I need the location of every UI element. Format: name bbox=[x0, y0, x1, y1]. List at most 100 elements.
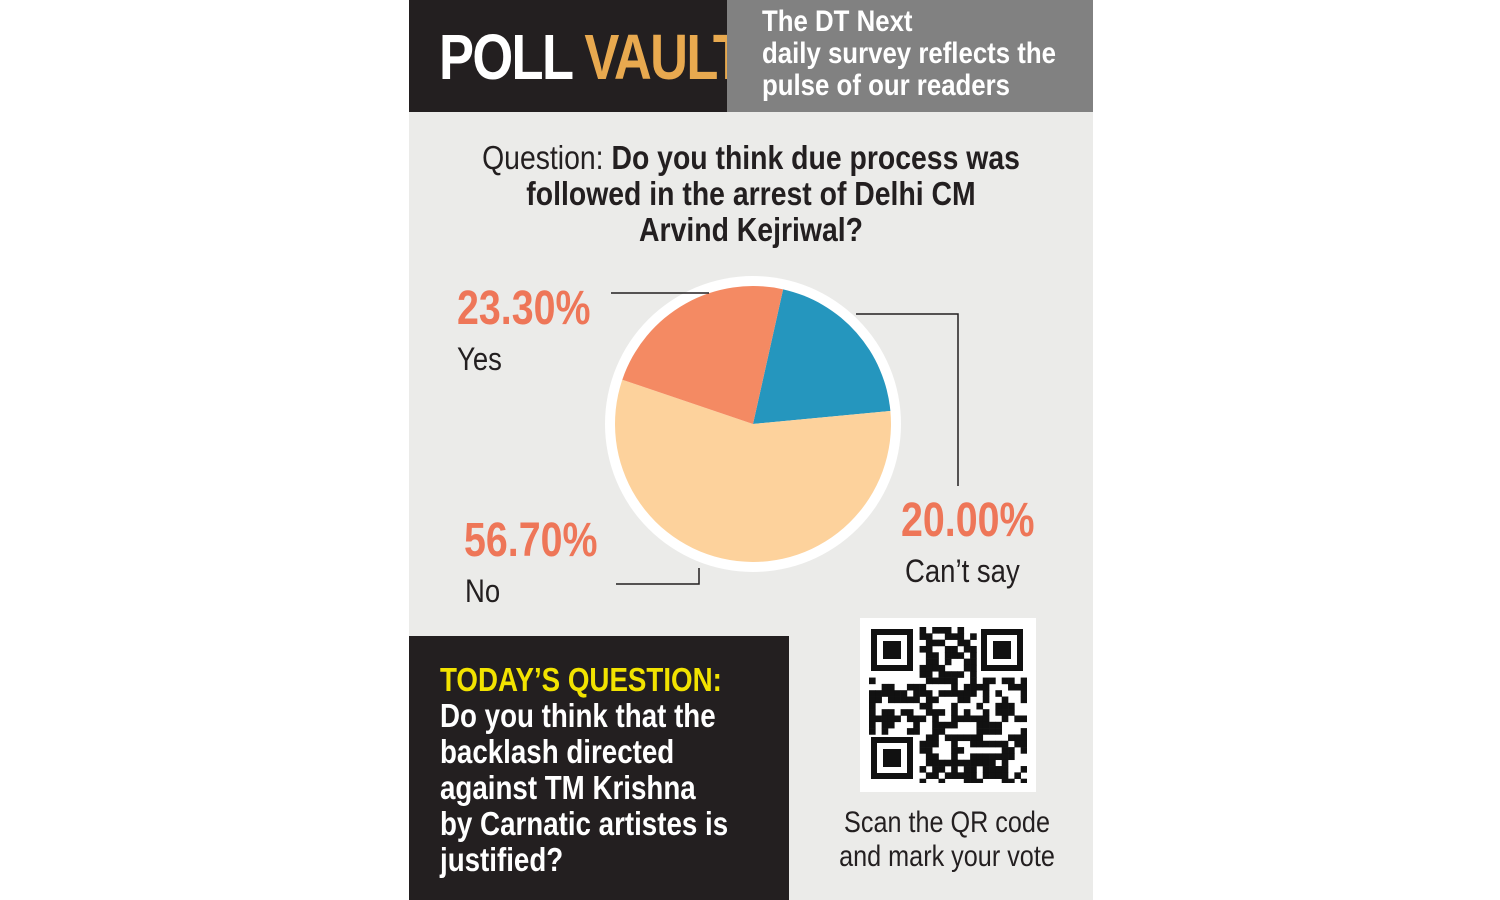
qr-module bbox=[951, 690, 958, 697]
qr-module bbox=[906, 715, 914, 723]
qr-module bbox=[919, 627, 927, 634]
qr-module bbox=[1008, 747, 1015, 754]
qr-module bbox=[963, 778, 971, 783]
qr-module bbox=[925, 633, 933, 640]
qr-module bbox=[869, 696, 876, 704]
qr-module bbox=[982, 721, 990, 729]
qr-module bbox=[989, 740, 996, 748]
qr-module bbox=[976, 715, 984, 723]
qr-module bbox=[919, 715, 927, 723]
qr-module bbox=[951, 702, 958, 710]
qr-module bbox=[976, 740, 984, 748]
qr-module bbox=[925, 772, 933, 779]
qr-module bbox=[869, 728, 876, 735]
qr-module bbox=[951, 652, 958, 659]
qr-module bbox=[1001, 766, 1009, 773]
qr-module bbox=[887, 715, 895, 723]
qr-module bbox=[938, 721, 946, 729]
qr-module bbox=[982, 690, 990, 697]
qr-module bbox=[919, 664, 927, 672]
qr-module bbox=[932, 639, 939, 647]
qr-code-icon[interactable] bbox=[860, 618, 1036, 792]
qr-module bbox=[989, 728, 996, 735]
qr-module bbox=[963, 696, 971, 704]
qr-module bbox=[951, 734, 958, 742]
qr-module bbox=[913, 715, 920, 723]
qr-module bbox=[919, 690, 927, 697]
qr-module bbox=[982, 740, 990, 748]
qr-module bbox=[982, 709, 990, 716]
qr-module bbox=[938, 766, 946, 773]
qr-module bbox=[869, 690, 876, 697]
qr-module bbox=[957, 690, 965, 697]
qr-module bbox=[932, 772, 939, 779]
qr-module bbox=[995, 721, 1003, 729]
slice-label-no: No bbox=[465, 573, 501, 609]
qr-module bbox=[970, 690, 977, 697]
question-text-line: Do you think due process was bbox=[611, 139, 1020, 176]
qr-data-modules bbox=[869, 627, 1027, 783]
qr-module bbox=[938, 759, 946, 767]
qr-caption-line: Scan the QR code bbox=[844, 806, 1050, 839]
qr-module bbox=[875, 696, 882, 704]
qr-module bbox=[925, 747, 933, 754]
qr-module bbox=[1008, 677, 1015, 685]
question-line-1: Question: Do you think due process was bbox=[457, 140, 1045, 176]
qr-module bbox=[957, 671, 965, 678]
qr-module bbox=[932, 753, 939, 761]
qr-module bbox=[989, 677, 996, 685]
pie-chart bbox=[605, 276, 959, 585]
qr-module bbox=[970, 778, 977, 783]
pie-slices bbox=[615, 285, 892, 562]
qr-module bbox=[1020, 683, 1027, 691]
qr-module bbox=[957, 652, 965, 659]
qr-module bbox=[1008, 753, 1015, 761]
qr-module bbox=[944, 772, 952, 779]
qr-module bbox=[995, 728, 1003, 735]
qr-module bbox=[1001, 709, 1009, 716]
qr-module bbox=[982, 683, 990, 691]
qr-module bbox=[982, 772, 990, 779]
qr-module bbox=[951, 759, 958, 767]
qr-module bbox=[938, 664, 946, 672]
qr-module bbox=[919, 702, 927, 710]
qr-module bbox=[989, 721, 996, 729]
qr-module bbox=[1008, 734, 1015, 742]
qr-module bbox=[925, 753, 933, 761]
qr-module bbox=[919, 747, 927, 754]
qr-module bbox=[1014, 683, 1021, 691]
qr-module bbox=[887, 683, 895, 691]
qr-module bbox=[1020, 728, 1027, 735]
qr-module bbox=[944, 734, 952, 742]
qr-module bbox=[982, 696, 990, 704]
qr-module bbox=[989, 766, 996, 773]
question-text-line: Arvind Kejriwal? bbox=[639, 211, 863, 248]
qr-module bbox=[894, 690, 901, 697]
qr-module bbox=[881, 715, 889, 723]
qr-module bbox=[932, 677, 939, 685]
qr-module bbox=[881, 728, 889, 735]
qr-module bbox=[913, 683, 920, 691]
qr-module bbox=[894, 715, 901, 723]
question-text-line: followed in the arrest of Delhi CM bbox=[526, 175, 976, 212]
qr-module bbox=[982, 677, 990, 685]
qr-module bbox=[932, 696, 939, 704]
qr-module bbox=[976, 728, 984, 735]
slice-label-cant-say: Can’t say bbox=[905, 553, 1020, 589]
qr-module bbox=[963, 772, 971, 779]
qr-module bbox=[951, 645, 958, 653]
poll-question: Question: Do you think due process was f… bbox=[457, 140, 1045, 248]
qr-module bbox=[976, 734, 984, 742]
qr-module bbox=[1001, 772, 1009, 779]
qr-module bbox=[963, 639, 971, 647]
qr-module bbox=[970, 664, 977, 672]
qr-module bbox=[881, 690, 889, 697]
todays-question-line: backlash directed bbox=[440, 733, 675, 770]
qr-module bbox=[900, 709, 908, 716]
qr-module bbox=[913, 696, 920, 704]
qr-module bbox=[932, 740, 939, 748]
qr-module bbox=[913, 721, 920, 729]
qr-module bbox=[951, 772, 958, 779]
slice-label-yes-value: 23.30% bbox=[457, 282, 591, 335]
pie-slice-yes bbox=[622, 285, 784, 424]
